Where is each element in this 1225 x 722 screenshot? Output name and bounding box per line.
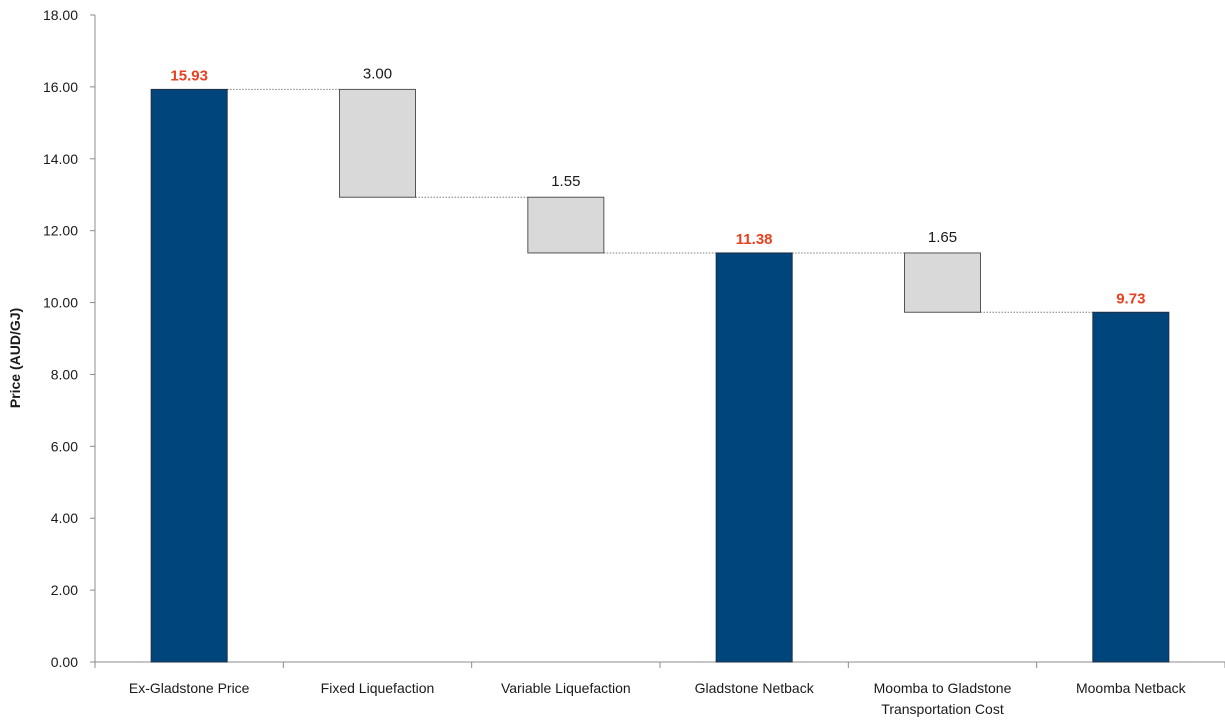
x-category-label-line: Gladstone Netback (695, 680, 815, 696)
x-category-label-line: Ex-Gladstone Price (129, 680, 250, 696)
step-value-label: 1.55 (551, 173, 580, 190)
step-value-label: 3.00 (363, 65, 392, 82)
total-value-label: 9.73 (1116, 290, 1145, 307)
total-bar (715, 252, 793, 663)
y-tick-label: 10.00 (43, 295, 78, 311)
total-value-label: 11.38 (736, 231, 773, 248)
x-category-label: Moomba to Gladstone Transportation Cost (874, 680, 1012, 717)
step-bar (904, 252, 981, 313)
total-value-label: 15.93 (170, 67, 208, 84)
step-bar (339, 88, 416, 198)
x-category-label: Gladstone Netback (695, 680, 815, 696)
x-category-label: Fixed Liquefaction (321, 680, 435, 696)
y-tick-label: 8.00 (51, 366, 78, 382)
axes: 0.00 2.00 4.00 6.00 8.00 10.00 12.00 14.00 16.00… (43, 7, 1225, 717)
y-axis-title: Price (AUD/GJ) (7, 308, 23, 408)
y-tick-label: 6.00 (51, 438, 78, 454)
connector-lines (227, 88, 1093, 313)
x-category-label-line: Transportation Cost (881, 701, 1004, 717)
y-tick-label: 16.00 (43, 79, 78, 95)
total-bar (150, 88, 228, 663)
x-category-label-line: Moomba to Gladstone (874, 680, 1012, 696)
x-category-label-line: Variable Liquefaction (501, 680, 631, 696)
total-bar (1092, 311, 1170, 663)
x-category-label-line: Moomba Netback (1076, 680, 1187, 696)
x-category-label: Ex-Gladstone Price (129, 680, 250, 696)
y-tick-label: 12.00 (43, 223, 78, 239)
step-bar (527, 196, 605, 254)
x-category-label: Variable Liquefaction (501, 680, 631, 696)
y-tick-label: 14.00 (43, 151, 78, 167)
y-tick-label: 0.00 (51, 654, 78, 670)
step-value-label: 1.65 (928, 229, 957, 246)
y-tick-label: 2.00 (51, 582, 78, 598)
bars (150, 88, 1170, 663)
data-labels: 15.93 3.00 1.55 11.38 1.65 9.73 (170, 65, 1145, 307)
x-category-label-line: Fixed Liquefaction (321, 680, 435, 696)
y-axis-title-group: Price (AUD/GJ) (7, 308, 23, 408)
y-tick-label: 18.00 (43, 7, 78, 23)
x-category-label: Moomba Netback (1076, 680, 1187, 696)
y-tick-label: 4.00 (51, 510, 78, 526)
